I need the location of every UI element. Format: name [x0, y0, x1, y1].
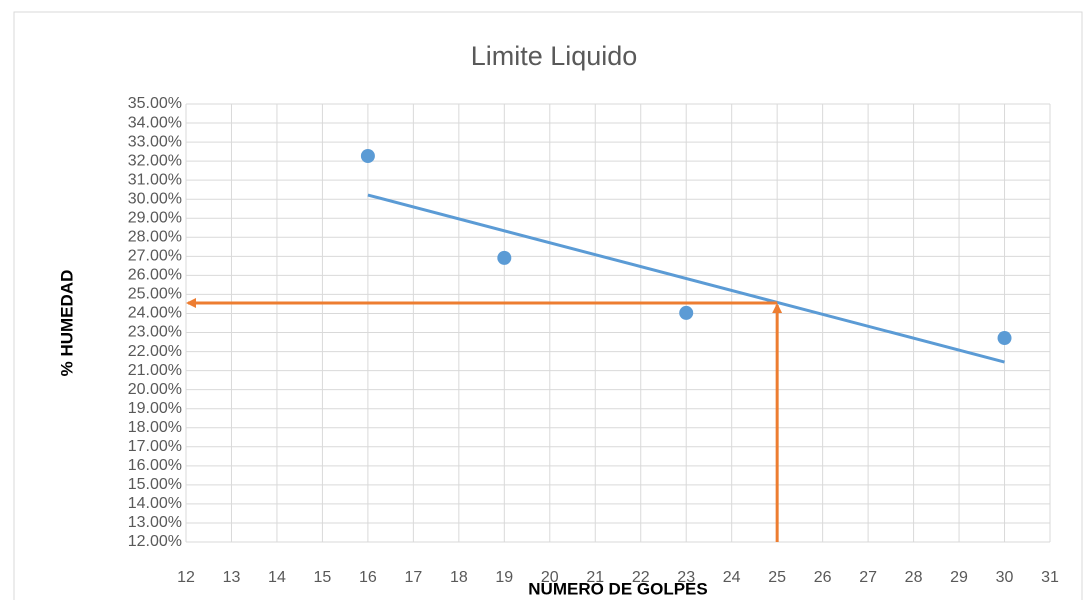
data-point [679, 305, 694, 320]
y-tick-label: 23.00% [128, 324, 182, 341]
y-tick-label: 26.00% [128, 267, 182, 284]
y-tick-label: 20.00% [128, 381, 182, 398]
y-tick-label: 35.00% [128, 95, 182, 112]
y-tick-label: 28.00% [128, 229, 182, 246]
y-axis-label: % HUMEDAD [57, 270, 76, 377]
y-tick-label: 16.00% [128, 457, 182, 474]
y-tick-label: 31.00% [128, 171, 182, 188]
x-tick-label: 15 [314, 569, 332, 586]
x-tick-label: 14 [268, 569, 286, 586]
y-tick-label: 34.00% [128, 114, 182, 131]
x-tick-label: 23 [677, 569, 695, 586]
y-tick-label: 15.00% [128, 476, 182, 493]
x-tick-label: 19 [495, 569, 513, 586]
x-tick-label: 31 [1041, 569, 1059, 586]
x-tick-label: 30 [996, 569, 1014, 586]
y-tick-label: 30.00% [128, 190, 182, 207]
y-tick-label: 21.00% [128, 362, 182, 379]
x-tick-label: 20 [541, 569, 559, 586]
data-point [997, 331, 1012, 346]
x-tick-label: 22 [632, 569, 650, 586]
x-axis-label: NUMERO DE GOLPES [528, 579, 707, 598]
x-tick-label: 28 [905, 569, 923, 586]
x-tick-label: 26 [814, 569, 832, 586]
y-tick-label: 19.00% [128, 400, 182, 417]
y-tick-label: 29.00% [128, 209, 182, 226]
y-tick-label: 33.00% [128, 133, 182, 150]
y-tick-label: 27.00% [128, 248, 182, 265]
y-tick-label: 13.00% [128, 514, 182, 531]
x-tick-label: 25 [768, 569, 786, 586]
y-tick-label: 32.00% [128, 152, 182, 169]
data-point [360, 148, 375, 163]
x-tick-label: 24 [723, 569, 741, 586]
trendline [367, 193, 1005, 364]
y-tick-label: 18.00% [128, 419, 182, 436]
x-tick-label: 16 [359, 569, 377, 586]
x-tick-label: 27 [859, 569, 877, 586]
y-tick-label: 25.00% [128, 286, 182, 303]
y-tick-label: 22.00% [128, 343, 182, 360]
y-tick-label: 14.00% [128, 495, 182, 512]
data-point [497, 250, 512, 265]
x-tick-label: 13 [223, 569, 241, 586]
y-tick-label: 17.00% [128, 438, 182, 455]
x-tick-label: 29 [950, 569, 968, 586]
x-tick-label: 21 [586, 569, 604, 586]
x-tick-label: 12 [177, 569, 195, 586]
y-tick-label: 24.00% [128, 305, 182, 322]
chart-title: Limite Liquido [471, 41, 638, 71]
x-tick-label: 18 [450, 569, 468, 586]
y-tick-label: 12.00% [128, 533, 182, 550]
x-tick-label: 17 [404, 569, 422, 586]
